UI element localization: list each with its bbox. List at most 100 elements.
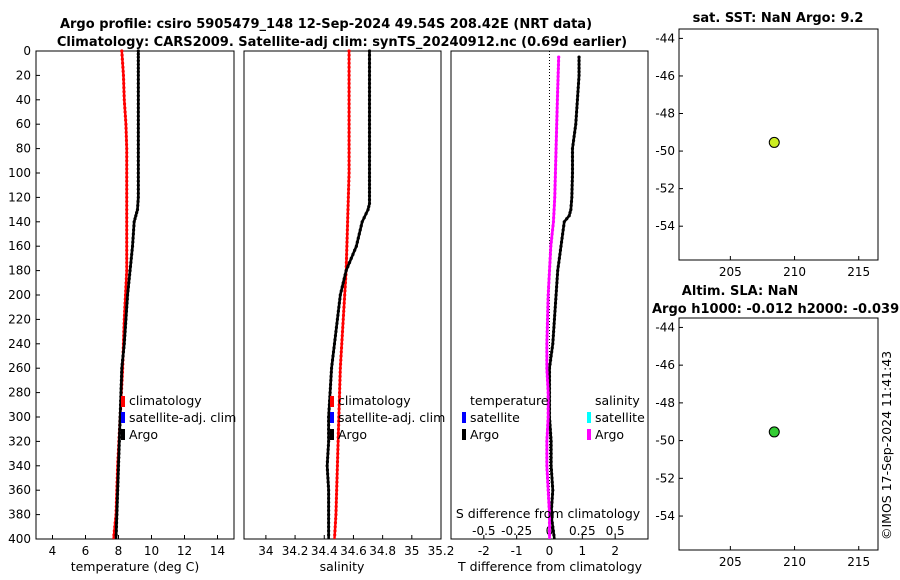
argo-temperature-line-point xyxy=(136,90,140,94)
climatology-temperature-line-point xyxy=(125,183,129,187)
legend-s-satellite: satellite xyxy=(595,410,645,425)
argo-salinity-line-point xyxy=(327,517,331,521)
legend-argo: Argo xyxy=(129,427,158,442)
depth-tick-label: 80 xyxy=(16,142,31,156)
climatology-temperature-line-point xyxy=(125,203,129,208)
argo-salinity-line-point xyxy=(332,346,336,350)
argo-salinity-line-point xyxy=(341,281,345,285)
climatology-temperature-line-point xyxy=(124,134,128,138)
argo-temperature-line-point xyxy=(120,370,124,374)
argo-salinity-difference-line-point xyxy=(556,86,560,90)
argo-salinity-difference-line-point xyxy=(553,179,557,183)
climatology-salinity-line-point xyxy=(345,252,349,256)
climatology-salinity-line-point xyxy=(347,90,351,94)
climatology-temperature-line-point xyxy=(122,86,126,90)
argo-salinity-difference-line-point xyxy=(546,480,550,484)
x-tick-label: 6 xyxy=(82,544,90,558)
argo-temperature-difference-line-point xyxy=(574,118,578,122)
argo-temperature-line-point xyxy=(126,285,130,289)
climatology-salinity-line-point xyxy=(334,500,338,504)
argo-temperature-line-point xyxy=(122,346,126,350)
argo-temperature-difference-line-point xyxy=(556,269,560,273)
argo-temperature-line-point xyxy=(128,269,132,273)
argo-salinity-line-point xyxy=(332,342,337,346)
argo-temperature-difference-line-point xyxy=(576,94,580,98)
temperature-x-label: temperature (deg C) xyxy=(71,559,200,574)
climatology-temperature-line-point xyxy=(125,171,129,175)
argo-salinity-line-point xyxy=(344,269,348,273)
argo-temperature-difference-line-point xyxy=(549,464,553,468)
temperature-lines xyxy=(112,49,140,540)
depth-tick-label: 40 xyxy=(16,93,31,107)
lat-tick-label: -52 xyxy=(655,471,675,485)
climatology-temperature-line-point xyxy=(123,106,127,110)
argo-temperature-line-point xyxy=(123,334,127,338)
climatology-salinity-line-point xyxy=(340,342,344,346)
climatology-temperature-line-point xyxy=(125,142,129,147)
climatology-temperature-line-point xyxy=(121,69,125,73)
argo-salinity-difference-line-point xyxy=(546,492,551,496)
argo-temperature-difference-line-point xyxy=(572,134,576,138)
argo-salinity-line-point xyxy=(328,382,333,387)
argo-temperature-line-point xyxy=(118,419,122,423)
argo-temperature-difference-line-point xyxy=(548,358,553,362)
argo-temperature-line-point xyxy=(119,378,123,382)
climatology-salinity-line-point xyxy=(338,370,342,374)
legend-swatch-s-argo xyxy=(587,429,591,440)
argo-salinity-difference-line-point xyxy=(545,443,549,448)
depth-tick-label: 400 xyxy=(8,532,31,546)
argo-salinity-difference-line-point xyxy=(546,301,550,305)
imos-timestamp: ©IMOS 17-Sep-2024 11:41:43 xyxy=(879,351,894,540)
climatology-temperature-line-point xyxy=(125,191,129,195)
argo-salinity-line-point xyxy=(327,525,331,529)
climatology-salinity-line-point xyxy=(342,301,346,305)
argo-temperature-difference-line-point xyxy=(549,456,553,460)
argo-salinity-line-point xyxy=(337,305,341,309)
depth-tick-label: 340 xyxy=(8,459,31,473)
climatology-salinity-line-point xyxy=(347,130,351,134)
argo-salinity-difference-line-point xyxy=(553,171,558,175)
argo-temperature-difference-line-point xyxy=(549,447,553,452)
argo-temperature-difference-line-point xyxy=(554,297,558,301)
argo-salinity-difference-line-point xyxy=(553,195,557,199)
argo-salinity-difference-line-point xyxy=(545,321,550,326)
argo-salinity-difference-line-point xyxy=(545,342,549,346)
argo-salinity-difference-line-point xyxy=(545,476,550,480)
climatology-salinity-line-point xyxy=(346,208,350,212)
argo-salinity-line-point xyxy=(338,293,342,297)
argo-temperature-line-point xyxy=(136,55,140,59)
argo-temperature-line-point xyxy=(136,199,140,204)
argo-temperature-difference-line-point xyxy=(574,114,578,118)
argo-salinity-difference-line-point xyxy=(545,460,549,464)
argo-temperature-line-point xyxy=(121,358,125,362)
sla-map-subtitle: Argo h1000: -0.012 h2000: -0.039 xyxy=(652,302,899,317)
difference-legend: temperature satellite Argo salinity sate… xyxy=(462,393,645,442)
argo-salinity-difference-line-point xyxy=(551,220,556,224)
argo-salinity-line-point xyxy=(353,248,357,252)
argo-temperature-line-point xyxy=(125,297,129,301)
argo-salinity-difference-line-point xyxy=(545,464,549,468)
argo-salinity-line-point xyxy=(342,277,346,281)
climatology-temperature-line-point xyxy=(123,114,127,118)
climatology-temperature-line-point xyxy=(112,533,116,537)
argo-salinity-difference-line-point xyxy=(552,208,556,212)
argo-salinity-line-point xyxy=(367,106,372,110)
argo-temperature-line-point xyxy=(131,240,135,244)
climatology-temperature-line-point xyxy=(124,277,128,281)
argo-salinity-line-point xyxy=(327,488,331,492)
argo-temperature-difference-line-point xyxy=(551,525,555,529)
argo-salinity-difference-line-point xyxy=(556,71,560,75)
argo-temperature-difference-line-point xyxy=(548,362,552,366)
argo-temperature-difference-line-point xyxy=(577,77,581,82)
argo-temperature-line-point xyxy=(116,484,120,488)
climatology-salinity-line-point xyxy=(347,86,351,90)
figure-title-line1: Argo profile: csiro 5905479_148 12-Sep-2… xyxy=(60,17,592,32)
argo-temperature-line-point xyxy=(116,488,120,492)
argo-salinity-line-point xyxy=(367,194,372,198)
argo-temperature-line-point xyxy=(115,513,119,517)
argo-salinity-difference-line-point xyxy=(545,317,550,321)
argo-temperature-difference-line-point xyxy=(549,435,553,439)
argo-temperature-difference-line-point xyxy=(547,374,552,378)
argo-temperature-difference-line-point xyxy=(576,86,580,90)
